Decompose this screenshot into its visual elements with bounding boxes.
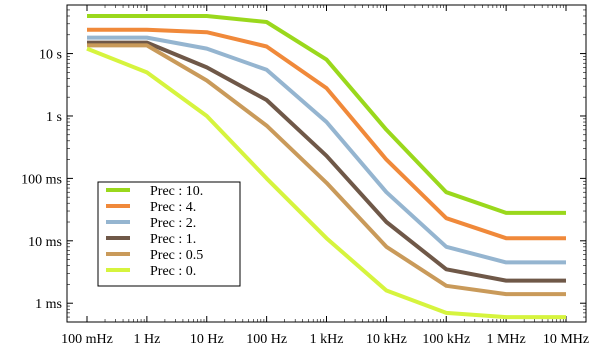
legend-label: Prec : 2. xyxy=(150,216,196,231)
series-line xyxy=(86,46,566,320)
y-tick-label: 10 ms xyxy=(28,235,62,250)
x-tick-label: 1 kHz xyxy=(310,332,344,347)
y-tick-label: 1 ms xyxy=(35,297,62,312)
series-line xyxy=(87,40,566,283)
axis-ticks: 100 mHz 1 Hz 10 Hz 100 Hz 1 kHz 10 kHz 100 kHz… xyxy=(21,4,589,347)
y-tick-label: 1 s xyxy=(46,110,62,125)
series-line xyxy=(87,27,566,241)
x-tick-label: 10 MHz xyxy=(543,332,589,347)
series-line xyxy=(87,14,566,215)
series-group xyxy=(86,14,566,320)
legend: Prec : 10.Prec : 4.Prec : 2.Prec : 1.Pre… xyxy=(97,181,241,287)
x-tick-label: 100 mHz xyxy=(61,332,113,347)
y-tick-label: 100 ms xyxy=(21,172,62,187)
y-tick-label: 10 s xyxy=(39,48,62,63)
legend-label: Prec : 1. xyxy=(150,232,196,247)
legend-label: Prec : 0.5 xyxy=(150,248,203,263)
legend-label: Prec : 10. xyxy=(150,184,203,199)
series-line xyxy=(87,43,566,297)
x-tick-label: 100 kHz xyxy=(422,332,470,347)
series-line xyxy=(87,35,566,265)
x-tick-label: 10 kHz xyxy=(366,332,407,347)
legend-label: Prec : 0. xyxy=(150,264,196,279)
x-tick-label: 100 Hz xyxy=(246,332,287,347)
x-tick-label: 1 Hz xyxy=(133,332,160,347)
legend-label: Prec : 4. xyxy=(150,200,196,215)
x-tick-label: 10 Hz xyxy=(190,332,224,347)
x-tick-label: 1 MHz xyxy=(486,332,525,347)
